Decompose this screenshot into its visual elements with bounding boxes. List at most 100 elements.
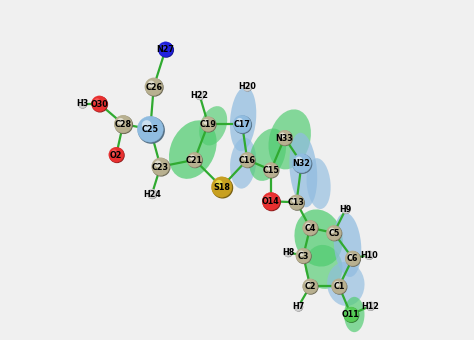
- Circle shape: [109, 147, 124, 162]
- Circle shape: [305, 223, 311, 228]
- Circle shape: [158, 42, 174, 58]
- Ellipse shape: [334, 212, 361, 277]
- Circle shape: [147, 189, 157, 199]
- Circle shape: [327, 226, 342, 241]
- Ellipse shape: [307, 158, 331, 209]
- Circle shape: [264, 163, 279, 177]
- Circle shape: [212, 177, 233, 199]
- Circle shape: [298, 251, 304, 256]
- Text: H12: H12: [361, 302, 379, 311]
- Circle shape: [195, 91, 205, 100]
- Ellipse shape: [268, 109, 311, 169]
- Circle shape: [78, 99, 87, 108]
- Text: C16: C16: [239, 156, 255, 165]
- Circle shape: [242, 155, 248, 160]
- Circle shape: [344, 307, 359, 323]
- Ellipse shape: [199, 106, 227, 146]
- Text: C4: C4: [304, 224, 316, 233]
- Circle shape: [346, 309, 352, 315]
- Circle shape: [284, 248, 293, 257]
- Text: C23: C23: [152, 163, 169, 172]
- Text: H9: H9: [340, 205, 352, 214]
- Circle shape: [240, 153, 255, 168]
- Text: O30: O30: [91, 100, 108, 108]
- Circle shape: [289, 195, 304, 210]
- Ellipse shape: [230, 87, 256, 151]
- Circle shape: [158, 42, 173, 57]
- Circle shape: [280, 133, 285, 138]
- Circle shape: [327, 225, 341, 240]
- Circle shape: [295, 304, 299, 307]
- Circle shape: [142, 120, 152, 130]
- Text: C19: C19: [200, 120, 217, 129]
- Circle shape: [234, 116, 252, 134]
- Text: O14: O14: [262, 197, 280, 206]
- Circle shape: [197, 92, 200, 96]
- Circle shape: [201, 117, 216, 132]
- Circle shape: [94, 98, 100, 104]
- Circle shape: [365, 251, 374, 260]
- Circle shape: [138, 117, 165, 144]
- Circle shape: [344, 307, 358, 322]
- Circle shape: [285, 249, 289, 253]
- Text: N32: N32: [292, 159, 310, 168]
- Circle shape: [147, 189, 157, 199]
- Circle shape: [149, 190, 153, 194]
- Ellipse shape: [294, 209, 343, 267]
- Text: C25: C25: [142, 125, 159, 134]
- Circle shape: [78, 99, 87, 109]
- Circle shape: [283, 248, 292, 257]
- Circle shape: [161, 44, 166, 50]
- Circle shape: [277, 130, 292, 145]
- Text: H22: H22: [191, 91, 209, 100]
- Circle shape: [294, 302, 302, 311]
- Text: N27: N27: [157, 45, 174, 54]
- Circle shape: [345, 251, 360, 266]
- Circle shape: [341, 205, 350, 214]
- Text: C3: C3: [298, 252, 309, 260]
- Circle shape: [341, 205, 351, 214]
- Circle shape: [263, 193, 281, 211]
- Circle shape: [91, 96, 108, 113]
- Circle shape: [187, 153, 203, 168]
- Circle shape: [265, 195, 272, 202]
- Circle shape: [145, 78, 164, 97]
- Circle shape: [109, 148, 125, 163]
- Circle shape: [295, 156, 302, 164]
- Ellipse shape: [344, 297, 365, 332]
- Text: C6: C6: [347, 254, 358, 263]
- Text: C28: C28: [115, 120, 132, 129]
- Circle shape: [152, 158, 171, 176]
- Text: S18: S18: [213, 183, 230, 192]
- Circle shape: [215, 180, 223, 188]
- Circle shape: [292, 154, 311, 173]
- Circle shape: [302, 279, 318, 294]
- Circle shape: [240, 152, 255, 167]
- Circle shape: [115, 116, 133, 134]
- Circle shape: [145, 78, 163, 96]
- Circle shape: [347, 253, 353, 259]
- Circle shape: [195, 91, 204, 100]
- Circle shape: [91, 96, 107, 112]
- Ellipse shape: [289, 133, 317, 207]
- Text: C13: C13: [288, 198, 305, 207]
- Circle shape: [305, 281, 311, 287]
- Circle shape: [117, 118, 124, 125]
- Ellipse shape: [230, 138, 256, 189]
- Circle shape: [346, 251, 361, 267]
- Circle shape: [366, 252, 369, 255]
- Text: C15: C15: [263, 166, 280, 175]
- Circle shape: [79, 101, 83, 104]
- Circle shape: [203, 119, 209, 124]
- Circle shape: [329, 228, 335, 233]
- Circle shape: [111, 150, 117, 155]
- Text: N33: N33: [276, 134, 293, 142]
- Circle shape: [334, 281, 340, 287]
- Circle shape: [292, 197, 297, 203]
- Circle shape: [289, 195, 305, 211]
- Ellipse shape: [305, 245, 343, 289]
- Circle shape: [243, 82, 252, 91]
- Circle shape: [332, 279, 347, 295]
- Text: H24: H24: [143, 189, 161, 199]
- Circle shape: [266, 165, 272, 170]
